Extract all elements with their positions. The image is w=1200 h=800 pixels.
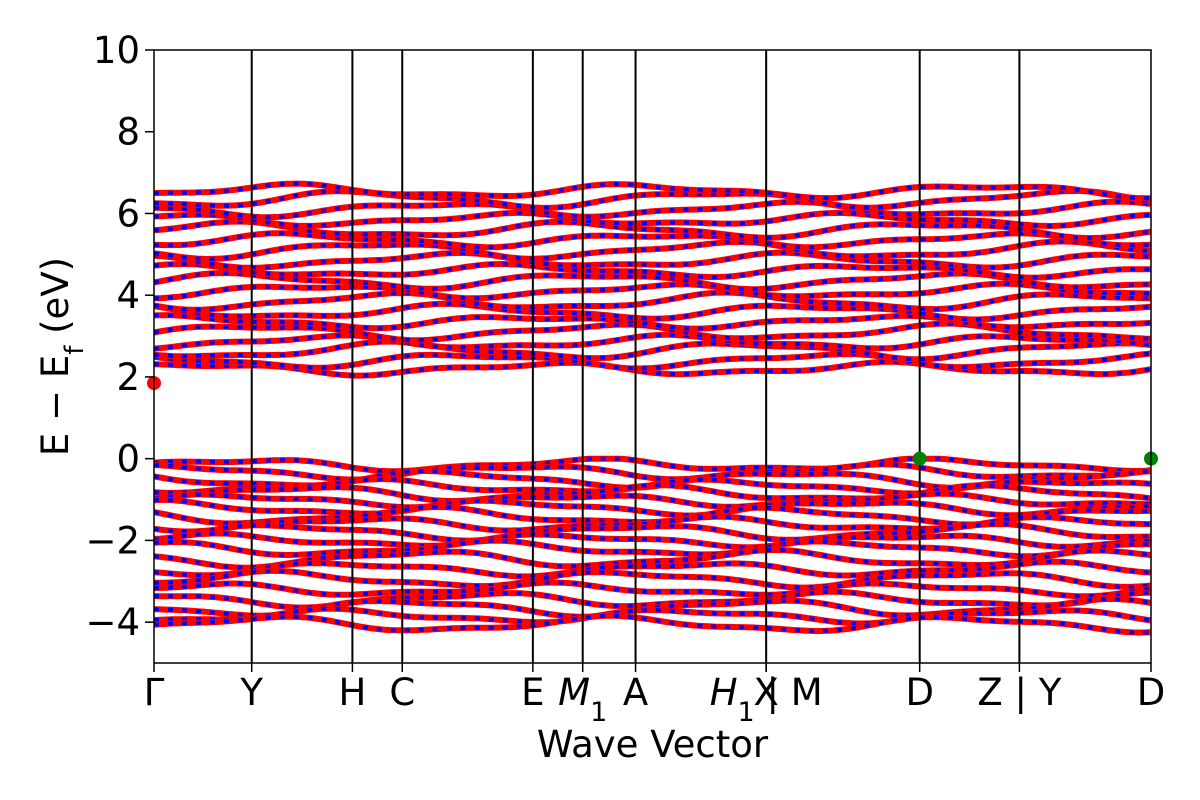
- y-tick-label: 6: [116, 192, 140, 235]
- x-tick-label: D: [905, 671, 934, 714]
- band-line: [153, 537, 1152, 560]
- band-line: [153, 249, 1152, 271]
- y-tick-label: 4: [116, 274, 140, 317]
- y-axis-title: E − Ef (eV): [34, 257, 90, 456]
- band-line: [153, 238, 1152, 263]
- band-line: [153, 280, 1152, 302]
- band-line: [153, 482, 1152, 505]
- band-line: [153, 198, 1152, 221]
- band-line: [153, 289, 1152, 313]
- x-tick-label: M1: [558, 671, 607, 728]
- y-axis: −4 −2 0 2 4 6 8 10: [85, 29, 154, 644]
- band-line: [153, 530, 1152, 551]
- y-tick-label: 2: [116, 356, 140, 399]
- band-line: [153, 209, 1152, 230]
- x-tick-label: Y: [239, 671, 263, 714]
- plot-frame: [153, 49, 1152, 664]
- band-line: [153, 490, 1151, 511]
- y-axis-title-main: E − E: [34, 355, 77, 456]
- y-tick-label: 10: [93, 29, 140, 72]
- x-axis-title: Wave Vector: [537, 723, 769, 766]
- band-line: [153, 300, 1152, 323]
- x-tick-label: H: [338, 671, 366, 714]
- x-tick-label: X: [753, 671, 778, 714]
- x-tick-label: E: [521, 671, 544, 714]
- y-axis-title-unit: (eV): [34, 257, 77, 346]
- band-line: [153, 455, 1152, 475]
- band-line: [153, 338, 1152, 363]
- y-tick-label: −4: [85, 601, 140, 644]
- x-axis: Γ Y H C E M1 A XH1 | M D Z | Y D: [144, 663, 1166, 728]
- extrema-markers: [147, 376, 1158, 466]
- y-tick-label: 0: [116, 438, 140, 481]
- band-line: [153, 187, 1152, 211]
- x-tick-label: D: [1137, 671, 1166, 714]
- band-line: [153, 230, 1152, 251]
- band-line: [153, 180, 1151, 202]
- band-line: [153, 605, 1152, 627]
- band-line: [153, 547, 1152, 571]
- band-line: [153, 521, 1151, 544]
- y-axis-title-sub: f: [60, 345, 90, 355]
- x-tick-label: Z | Y: [977, 671, 1061, 714]
- band-line: [153, 312, 1152, 332]
- band-line: [153, 567, 1152, 591]
- band-line: [153, 350, 1152, 372]
- x-tick-label: C: [389, 671, 415, 714]
- x-tick-label: H1 | M: [710, 671, 823, 728]
- band-line: [153, 260, 1151, 281]
- y-tick-label: −2: [85, 519, 140, 562]
- band-line: [153, 612, 1152, 636]
- y-tick-label: 8: [116, 111, 140, 154]
- band-line: [153, 558, 1152, 580]
- band-line: [153, 496, 1152, 519]
- band-line: [153, 218, 1152, 242]
- x-tick-label: Γ: [144, 671, 165, 714]
- band-line: [153, 358, 1152, 379]
- band-line: [153, 331, 1152, 352]
- band-line: [153, 579, 1152, 600]
- x-tick-label: A: [623, 671, 648, 714]
- band-line: [153, 461, 1152, 483]
- bands-group: [153, 180, 1152, 636]
- kpoint-lines: [250, 50, 1021, 663]
- vbm-marker: [912, 451, 927, 466]
